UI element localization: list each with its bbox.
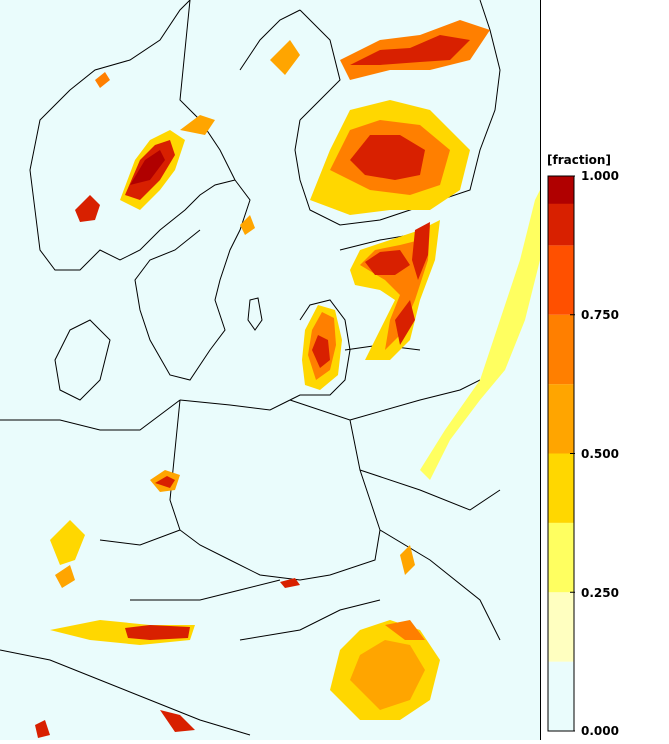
gulf-bothnia-west xyxy=(239,9,301,71)
tick-label-0250: 0.250 xyxy=(581,586,619,600)
poland-coast xyxy=(179,399,291,411)
snow-patches xyxy=(35,20,540,738)
tick-label-0750: 0.750 xyxy=(581,308,619,322)
gotland xyxy=(247,297,263,331)
gulf-bothnia-east xyxy=(299,9,341,121)
snow-fraction-map xyxy=(0,0,540,738)
colorbar-bin xyxy=(548,522,574,593)
sweden-norway-border xyxy=(179,0,236,181)
tick-label-0000: 0.000 xyxy=(581,724,619,738)
colorbar-bin xyxy=(548,453,574,523)
colorbar-bin xyxy=(548,314,574,385)
colorbar-title: [fraction] xyxy=(547,153,611,167)
colorbar xyxy=(547,175,575,732)
colorbar-bin xyxy=(548,384,574,454)
danish-islands xyxy=(54,319,111,401)
eastern-borders xyxy=(349,379,501,641)
sweden-coast xyxy=(134,179,251,381)
map-canvas xyxy=(0,0,541,740)
poland-borders xyxy=(169,399,381,581)
norway-coast xyxy=(29,0,236,271)
colorbar-bin xyxy=(548,661,574,731)
alps-south xyxy=(0,649,251,736)
tick-label-0500: 0.500 xyxy=(581,447,619,461)
central-europe xyxy=(99,529,381,641)
colorbar-bin xyxy=(548,176,574,204)
germany-west xyxy=(0,399,181,431)
finland-coast xyxy=(294,119,441,226)
tick-label-1000: 1.000 xyxy=(581,169,619,183)
colorbar-bin xyxy=(548,245,574,315)
colorbar-bin xyxy=(548,592,574,662)
